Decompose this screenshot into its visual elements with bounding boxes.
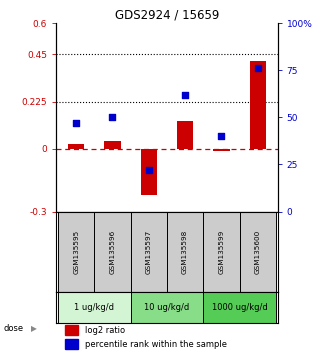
- Bar: [104, 141, 121, 149]
- Bar: [65, 325, 78, 335]
- Text: 1 ug/kg/d: 1 ug/kg/d: [74, 303, 114, 312]
- Text: GSM135597: GSM135597: [146, 230, 152, 274]
- Bar: [203, 212, 239, 292]
- Bar: [68, 144, 84, 149]
- Text: log2 ratio: log2 ratio: [85, 326, 125, 335]
- Point: [183, 92, 188, 97]
- Bar: [58, 212, 94, 292]
- Bar: [213, 149, 230, 151]
- Point: [146, 167, 151, 173]
- Text: ▶: ▶: [30, 324, 36, 333]
- Text: 1000 ug/kg/d: 1000 ug/kg/d: [212, 303, 267, 312]
- Text: GSM135595: GSM135595: [73, 230, 79, 274]
- Text: GSM135596: GSM135596: [109, 230, 116, 274]
- Bar: [65, 339, 78, 349]
- Point: [255, 65, 260, 71]
- Text: GSM135598: GSM135598: [182, 230, 188, 274]
- Bar: [131, 292, 203, 322]
- Point: [74, 120, 79, 126]
- Bar: [177, 121, 193, 149]
- Bar: [249, 61, 266, 149]
- Text: dose: dose: [3, 324, 23, 333]
- Text: percentile rank within the sample: percentile rank within the sample: [85, 340, 227, 349]
- Point: [110, 114, 115, 120]
- Bar: [239, 212, 276, 292]
- Text: GSM135600: GSM135600: [255, 230, 261, 274]
- Bar: [58, 292, 131, 322]
- Bar: [167, 212, 203, 292]
- Bar: [141, 149, 157, 195]
- Point: [219, 133, 224, 139]
- Title: GDS2924 / 15659: GDS2924 / 15659: [115, 9, 219, 22]
- Bar: [203, 292, 276, 322]
- Bar: [94, 212, 131, 292]
- Text: 10 ug/kg/d: 10 ug/kg/d: [144, 303, 189, 312]
- Text: GSM135599: GSM135599: [218, 230, 224, 274]
- Bar: [131, 212, 167, 292]
